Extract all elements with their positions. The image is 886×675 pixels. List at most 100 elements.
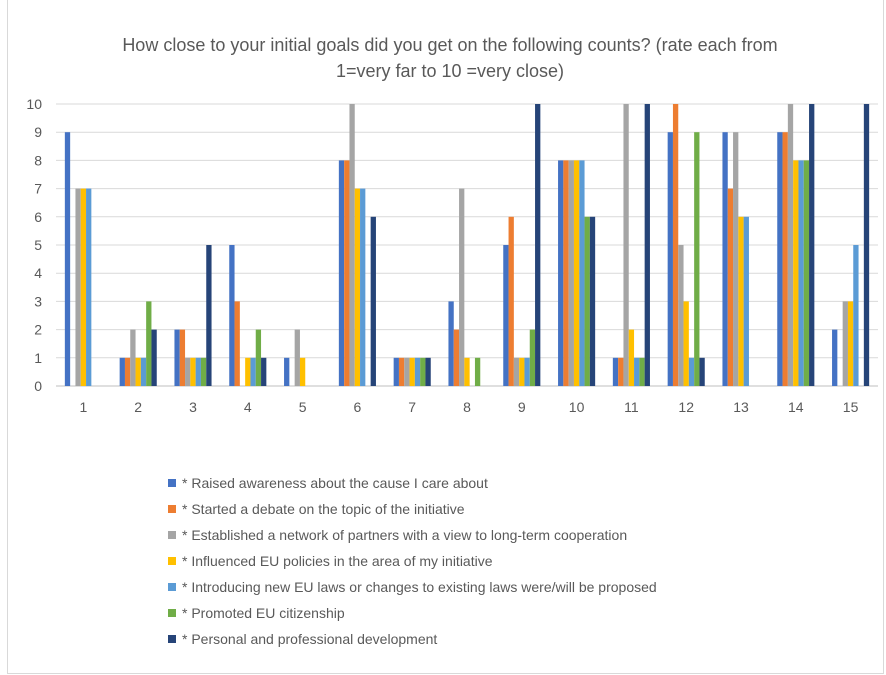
bar <box>185 357 191 386</box>
bar <box>474 357 481 386</box>
y-tick-label: 6 <box>34 209 42 225</box>
y-tick-label: 10 <box>26 96 42 112</box>
bar <box>688 357 695 386</box>
bar <box>294 329 300 386</box>
chart-title-line-2: 1=very far to 10 =very close) <box>335 61 565 81</box>
legend-item: * Introducing new EU laws or changes to … <box>168 574 657 600</box>
legend-swatch <box>168 635 176 643</box>
bar <box>644 104 650 386</box>
x-tick-label: 4 <box>244 399 252 415</box>
legend-label: * Influenced EU policies in the area of … <box>182 553 493 569</box>
x-tick-label: 2 <box>134 399 142 415</box>
bar <box>370 216 376 386</box>
bar <box>722 132 728 386</box>
y-tick-label: 7 <box>34 181 42 197</box>
bar <box>206 245 212 386</box>
bar <box>453 329 460 386</box>
legend-label: * Started a debate on the topic of the i… <box>182 501 465 517</box>
bar <box>200 357 207 386</box>
bar <box>529 329 536 386</box>
bar <box>563 160 569 386</box>
bar <box>667 132 673 386</box>
legend-swatch <box>168 479 176 487</box>
bar <box>809 104 815 386</box>
x-tick-label: 9 <box>518 399 526 415</box>
bar <box>86 188 92 386</box>
bar <box>618 357 624 386</box>
bar <box>448 301 454 386</box>
bar <box>135 357 141 386</box>
bar <box>727 188 734 386</box>
x-tick-label: 5 <box>299 399 307 415</box>
y-tick-label: 0 <box>34 378 42 394</box>
x-tick-label: 3 <box>189 399 197 415</box>
bar <box>459 188 465 386</box>
x-tick-labels: 1 2 3 4 5 6 7 8 9 10 11 12 13 14 15 <box>80 399 859 415</box>
bar <box>338 160 345 386</box>
bar <box>628 329 635 386</box>
legend-swatch <box>168 609 176 617</box>
bar <box>250 357 256 386</box>
bar <box>64 132 71 386</box>
legend-item: * Established a network of partners with… <box>168 522 657 548</box>
bar <box>229 245 235 386</box>
bar <box>678 245 684 386</box>
bar <box>683 301 689 386</box>
bar <box>234 301 240 386</box>
x-tick-label: 8 <box>463 399 471 415</box>
bar <box>425 357 431 386</box>
bar <box>344 160 350 386</box>
legend-item: * Personal and professional development <box>168 626 657 652</box>
bar <box>261 357 267 386</box>
bar <box>584 216 590 386</box>
bar <box>195 357 201 386</box>
y-tick-label: 4 <box>34 265 42 281</box>
bar <box>699 357 705 386</box>
bar <box>853 245 859 386</box>
bar <box>793 160 799 386</box>
bar <box>738 216 744 386</box>
legend-item: * Raised awareness about the cause I car… <box>168 470 657 496</box>
y-tick-label: 2 <box>34 322 42 338</box>
bar <box>524 357 530 386</box>
x-tick-label: 14 <box>788 399 804 415</box>
bar <box>284 357 290 386</box>
y-tick-label: 1 <box>34 350 42 366</box>
bar <box>573 160 580 386</box>
bar <box>349 104 355 386</box>
bar <box>398 357 405 386</box>
bar <box>299 357 306 386</box>
bar <box>568 160 574 386</box>
bar <box>579 160 585 386</box>
bar <box>151 329 157 386</box>
bar <box>503 245 509 386</box>
bar <box>777 132 783 386</box>
bar <box>787 104 794 386</box>
bar <box>146 301 152 386</box>
legend-swatch <box>168 505 176 513</box>
legend-swatch <box>168 531 176 539</box>
bar <box>255 329 262 386</box>
bar <box>404 357 410 386</box>
chart-title: How close to your initial goals did you … <box>90 32 810 84</box>
legend-label: * Promoted EU citizenship <box>182 605 345 621</box>
bar <box>694 132 700 386</box>
x-tick-label: 11 <box>624 399 639 415</box>
bar <box>464 357 470 386</box>
y-tick-label: 8 <box>34 152 42 168</box>
bar <box>393 357 399 386</box>
bars <box>64 104 870 386</box>
y-tick-label: 5 <box>34 237 42 253</box>
legend-label: * Raised awareness about the cause I car… <box>182 475 488 491</box>
bar <box>80 188 87 386</box>
bar <box>782 132 788 386</box>
bar <box>513 357 520 386</box>
bar <box>174 329 180 386</box>
bar <box>863 104 870 386</box>
bar <box>119 357 125 386</box>
x-tick-label: 6 <box>354 399 362 415</box>
bar <box>589 216 596 386</box>
x-tick-label: 7 <box>408 399 416 415</box>
x-tick-label: 15 <box>843 399 859 415</box>
